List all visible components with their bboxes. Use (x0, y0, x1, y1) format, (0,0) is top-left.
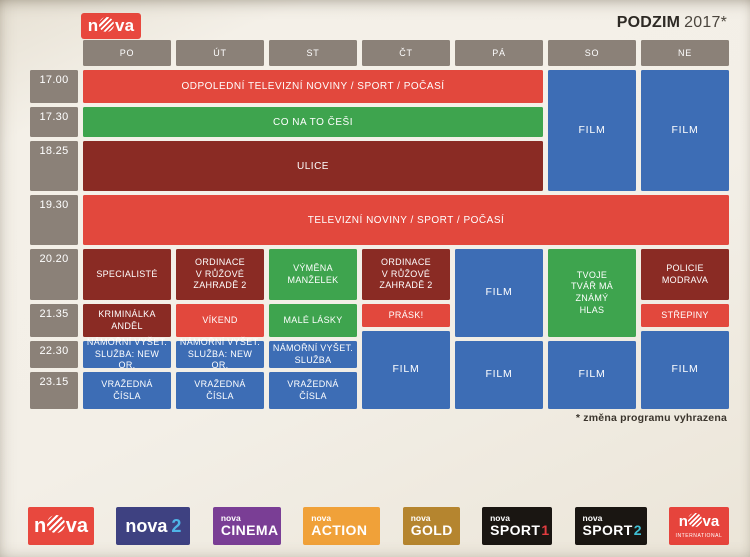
channel-brand: nova (410, 512, 431, 523)
schedule-block: VRAŽEDNÁ ČÍSLA (83, 372, 171, 409)
schedule-block: ORDINACE V RŮŽOVÉ ZAHRADĚ 2 (362, 249, 450, 300)
schedule-block: NÁMOŘNÍ VYŠET. SLUŽBA (269, 341, 357, 368)
channel-subtitle: INTERNATIONAL (675, 533, 723, 539)
schedule-block: POLICIE MODRAVA (641, 249, 729, 300)
time-cell: 20.20 (30, 249, 78, 300)
schedule-block: NÁMOŘNÍ VYŠET. SLUŽBA: NEW OR. (83, 337, 171, 370)
channel-brand: nova (220, 512, 241, 523)
schedule-block: ODPOLEDNÍ TELEVIZNÍ NOVINY / SPORT / POČ… (83, 70, 543, 103)
schedule-block: FILM (455, 249, 543, 337)
schedule-block: SPECIALISTÉ (83, 249, 171, 300)
schedule-block: PRÁSK! (362, 304, 450, 327)
nova-wordmark: n va (87, 16, 135, 35)
schedule-block: TELEVIZNÍ NOVINY / SPORT / POČASÍ (83, 195, 729, 245)
schedule-block: FILM (548, 341, 636, 409)
schedule-block: VÝMĚNA MANŽELEK (269, 249, 357, 300)
nova-wordmark: n va (678, 513, 720, 530)
channel-logo-nova-sport1: nova SPORT 1 (482, 507, 553, 545)
day-header: PO (83, 40, 171, 66)
day-header: SO (548, 40, 636, 66)
channel-name: nova (125, 516, 168, 536)
footnote: * změna programu vyhrazena (575, 412, 727, 424)
season-title: PODZIM (616, 14, 681, 31)
channel-brand: nova (490, 512, 510, 523)
channel-logo-nova-gold: nova GOLD (402, 507, 460, 545)
schedule-block: ORDINACE V RŮŽOVÉ ZAHRADĚ 2 (176, 249, 264, 300)
channel-logo-nova-2: nova 2 (116, 507, 191, 545)
nova-striped-o-icon (46, 515, 66, 534)
schedule-block: CO NA TO ČEŠI (83, 107, 543, 137)
channel-logo-nova: n va (28, 507, 94, 545)
channel-brand: nova (582, 512, 603, 523)
nova-striped-o-icon (688, 513, 703, 528)
schedule-block: STŘEPINY (641, 304, 729, 327)
schedule-block: VRAŽEDNÁ ČÍSLA (269, 372, 357, 409)
time-cell: 17.00 (30, 70, 78, 103)
channel-number: 2 (633, 522, 642, 539)
channel-logo-nova-sport2: nova SPORT 2 (574, 507, 647, 545)
nova-wordmark: n va (33, 514, 89, 537)
schedule-block: KRIMINÁLKA ANDĚL (83, 304, 171, 337)
channel-brand: nova (311, 512, 332, 523)
schedule-block: NÁMOŘNÍ VYŠET. SLUŽBA: NEW OR. (176, 337, 264, 370)
channel-logos-row: n va nova 2 nova CINEMA nova ACTION nova GOLD nova… (28, 506, 729, 546)
schedule-block: FILM (641, 70, 729, 191)
day-header: ST (269, 40, 357, 66)
schedule-block: FILM (548, 70, 636, 191)
channel-name: GOLD (410, 522, 453, 539)
time-cell: 19.30 (30, 195, 78, 245)
channel-logo-nova-action: nova ACTION (303, 507, 381, 545)
channel-logo-nova-international: n va INTERNATIONAL (668, 507, 729, 545)
time-cell: 18.25 (30, 141, 78, 191)
season-year: 2017* (684, 14, 727, 31)
schedule-grid: PO ÚT ST ČT PÁ SO NE 17.00 17.30 18.25 19.30 20.20 2… (30, 40, 729, 409)
channel-number: 1 (541, 522, 550, 539)
nova-striped-o-icon (98, 16, 115, 33)
channel-name: CINEMA (220, 522, 279, 539)
channel-name: ACTION (311, 522, 368, 539)
schedule-block: FILM (455, 341, 543, 409)
schedule-block: MALÉ LÁSKY (269, 304, 357, 337)
channel-number: 2 (171, 516, 182, 536)
time-cell: 21.35 (30, 304, 78, 337)
channel-name: SPORT (490, 522, 541, 539)
schedule-block: TVOJE TVÁŘ MÁ ZNÁMÝ HLAS (548, 249, 636, 337)
schedule-block: ULICE (83, 141, 543, 191)
schedule-block: VÍKEND (176, 304, 264, 337)
channel-logo-nova-cinema: nova CINEMA (212, 507, 281, 545)
day-header: ČT (362, 40, 450, 66)
day-header: PÁ (455, 40, 543, 66)
nova-logo: n va (81, 13, 141, 39)
day-header: NE (641, 40, 729, 66)
channel-name: SPORT (582, 522, 633, 539)
page-title: PODZIM 2017* (617, 14, 727, 32)
day-header: ÚT (176, 40, 264, 66)
schedule-block: FILM (362, 331, 450, 409)
schedule-block: VRAŽEDNÁ ČÍSLA (176, 372, 264, 409)
schedule-block: FILM (641, 331, 729, 409)
time-cell: 23.15 (30, 372, 78, 409)
time-cell: 22.30 (30, 341, 78, 368)
time-cell: 17.30 (30, 107, 78, 137)
